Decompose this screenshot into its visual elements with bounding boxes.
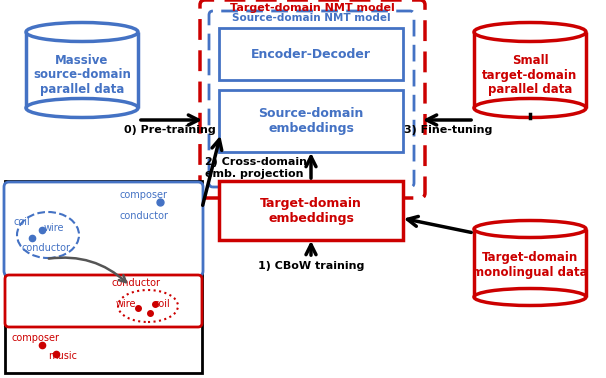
- FancyBboxPatch shape: [5, 275, 202, 327]
- Text: 3) Fine-tuning: 3) Fine-tuning: [404, 125, 492, 135]
- Text: composer: composer: [12, 333, 60, 343]
- Ellipse shape: [26, 23, 138, 42]
- Bar: [26, 32, 138, 108]
- FancyBboxPatch shape: [219, 28, 403, 80]
- Bar: [474, 229, 586, 297]
- Text: Encoder-Decoder: Encoder-Decoder: [251, 48, 371, 60]
- Text: wire: wire: [116, 299, 136, 309]
- FancyArrowPatch shape: [48, 258, 126, 282]
- Text: Massive
source-domain
parallel data: Massive source-domain parallel data: [33, 54, 131, 96]
- Ellipse shape: [474, 23, 586, 42]
- Text: conductor: conductor: [120, 211, 169, 221]
- Text: 2) Cross-domain
emb. projection: 2) Cross-domain emb. projection: [205, 157, 307, 179]
- Text: 1) CBoW training: 1) CBoW training: [258, 261, 364, 271]
- Text: Source-domain NMT model: Source-domain NMT model: [231, 13, 390, 23]
- Ellipse shape: [26, 99, 138, 118]
- FancyBboxPatch shape: [4, 182, 203, 276]
- Ellipse shape: [474, 220, 586, 237]
- Text: Target-domain
monolingual data: Target-domain monolingual data: [472, 251, 588, 279]
- Text: Source-domain
embeddings: Source-domain embeddings: [258, 107, 364, 135]
- Text: music: music: [48, 351, 77, 361]
- Text: conductor: conductor: [112, 278, 161, 288]
- Ellipse shape: [474, 99, 586, 118]
- FancyBboxPatch shape: [5, 181, 202, 373]
- Text: Target-domain
embeddings: Target-domain embeddings: [260, 197, 362, 225]
- Text: coil: coil: [153, 299, 170, 309]
- FancyBboxPatch shape: [219, 181, 403, 240]
- FancyBboxPatch shape: [219, 90, 403, 152]
- Bar: [474, 32, 586, 108]
- Text: coil: coil: [14, 217, 31, 227]
- Text: 0) Pre-training: 0) Pre-training: [124, 125, 216, 135]
- Text: composer: composer: [120, 190, 168, 200]
- FancyBboxPatch shape: [200, 0, 425, 198]
- FancyBboxPatch shape: [209, 11, 414, 187]
- Text: Target-domain NMT model: Target-domain NMT model: [230, 3, 395, 13]
- Text: Small
target-domain
parallel data: Small target-domain parallel data: [482, 54, 578, 96]
- Ellipse shape: [474, 288, 586, 305]
- Text: wire: wire: [44, 223, 64, 233]
- Text: conductor: conductor: [22, 243, 71, 253]
